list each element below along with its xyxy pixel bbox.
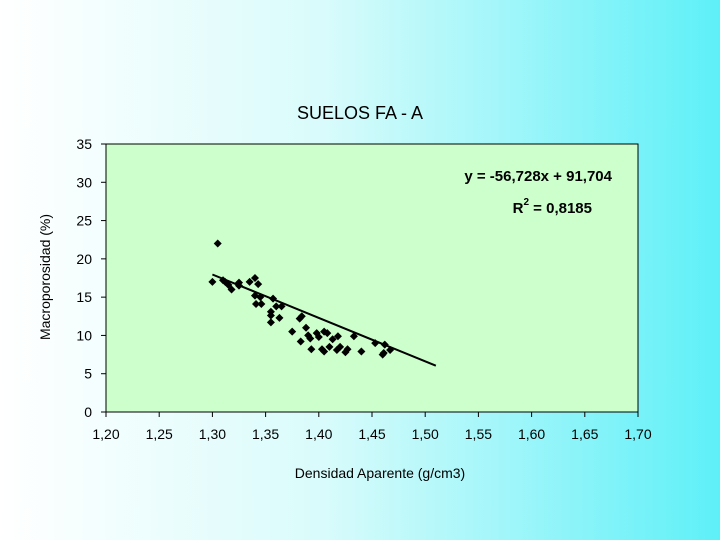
x-axis: 1,20 1,25 1,30 1,35 1,40 1,45 1,50 1,55 1,60 1,65… <box>92 412 652 442</box>
x-tick-label: 1,70 <box>624 426 651 442</box>
y-axis-title: Macroporosidad (%) <box>37 214 53 340</box>
x-tick-label: 1,65 <box>571 426 598 442</box>
data-point <box>333 332 342 341</box>
data-point <box>277 302 286 311</box>
plot-area <box>105 143 639 413</box>
x-axis-title: Densidad Aparente (g/cm3) <box>295 465 465 481</box>
data-point <box>386 345 395 354</box>
x-tick-label: 1,60 <box>518 426 545 442</box>
trendline <box>212 273 437 367</box>
data-point <box>252 300 261 309</box>
data-point <box>254 280 263 289</box>
data-point <box>257 300 266 309</box>
data-point <box>307 345 316 354</box>
data-point <box>275 313 284 322</box>
data-point <box>343 345 352 354</box>
data-point <box>213 239 222 248</box>
data-point <box>380 340 389 349</box>
data-point <box>302 323 311 332</box>
x-tick-label: 1,35 <box>252 426 279 442</box>
data-point <box>323 329 332 338</box>
data-point <box>296 337 305 346</box>
data-point <box>256 293 265 302</box>
y-tick-label: 15 <box>76 289 92 305</box>
data-point <box>320 347 329 356</box>
data-point <box>297 312 306 321</box>
data-point <box>266 311 275 320</box>
x-tick-label: 1,20 <box>92 426 119 442</box>
data-point <box>336 342 345 351</box>
data-point <box>227 285 236 294</box>
x-tick-label: 1,40 <box>305 426 332 442</box>
data-point <box>349 332 358 341</box>
data-point <box>328 335 337 344</box>
r-squared-label: R2 = 0,8185 <box>513 197 592 217</box>
data-point <box>325 342 334 351</box>
data-point <box>245 277 254 286</box>
y-tick-label: 0 <box>84 404 92 420</box>
data-point <box>371 339 380 348</box>
y-tick-label: 5 <box>84 366 92 382</box>
data-points <box>208 239 395 359</box>
x-tick-label: 1,45 <box>358 426 385 442</box>
trendline-equation: y = -56,728x + 91,704 <box>464 168 612 185</box>
data-point <box>250 274 259 282</box>
data-point <box>235 281 243 290</box>
x-tick-label: 1,55 <box>465 426 492 442</box>
data-point <box>288 327 297 336</box>
x-tick-label: 1,25 <box>146 426 173 442</box>
y-tick-label: 10 <box>76 327 92 343</box>
data-point <box>272 302 281 311</box>
data-point <box>357 347 366 356</box>
data-point <box>314 332 323 341</box>
y-axis: 0 5 10 15 20 25 30 35 <box>76 136 106 420</box>
x-tick-label: 1,30 <box>199 426 226 442</box>
chart-title: SUELOS FA - A <box>297 103 423 123</box>
data-point <box>379 349 388 358</box>
y-tick-label: 35 <box>76 136 92 152</box>
data-point <box>269 294 278 303</box>
y-tick-label: 25 <box>76 213 92 229</box>
y-tick-label: 30 <box>76 174 92 190</box>
x-tick-label: 1,50 <box>412 426 439 442</box>
data-point <box>306 334 315 343</box>
data-point <box>208 277 217 286</box>
data-point <box>266 318 275 327</box>
y-tick-label: 20 <box>76 251 92 267</box>
